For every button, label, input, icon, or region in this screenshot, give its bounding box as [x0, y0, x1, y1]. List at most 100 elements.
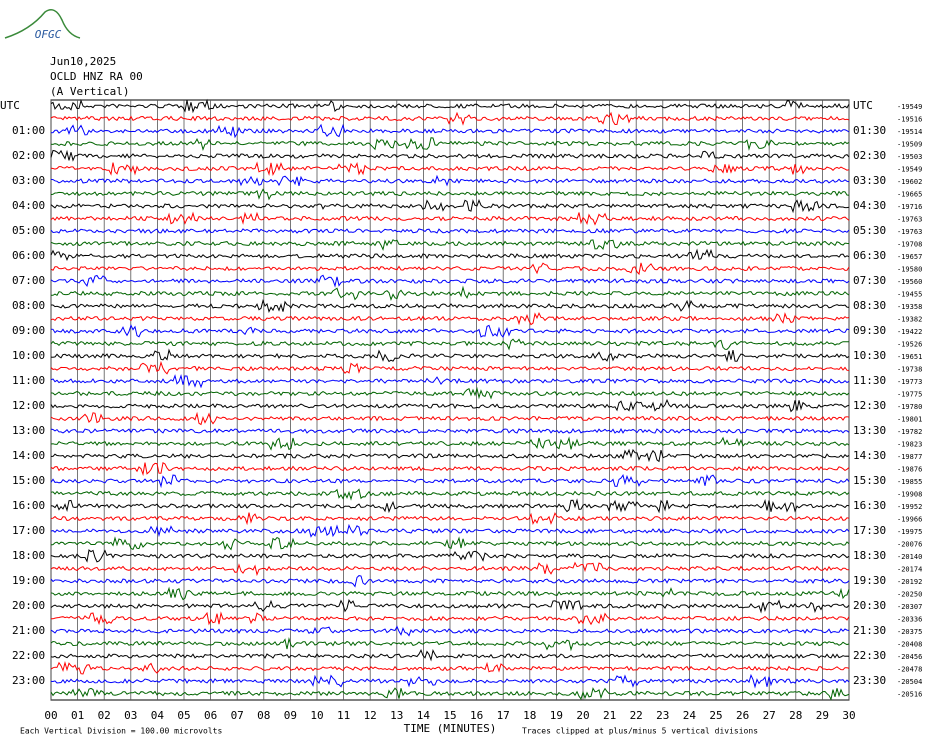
offset-label: -20250 — [897, 591, 922, 599]
offset-label: -20408 — [897, 641, 922, 649]
row-label-right: 18:30 — [853, 549, 886, 562]
offset-label: -19503 — [897, 153, 922, 161]
trace — [50, 625, 850, 637]
x-tick-label: 16 — [470, 709, 483, 722]
offset-label: -19509 — [897, 141, 922, 149]
offset-label: -19763 — [897, 216, 922, 224]
row-label-left: UTC — [0, 99, 20, 112]
row-label-right: 17:30 — [853, 524, 886, 537]
row-label-left: 17:00 — [12, 524, 45, 537]
offset-label: -20076 — [897, 541, 922, 549]
trace — [50, 398, 850, 413]
x-tick-label: 03 — [124, 709, 137, 722]
x-tick-label: 05 — [177, 709, 190, 722]
row-label-left: 20:00 — [12, 599, 45, 612]
trace — [50, 137, 850, 152]
offset-label: -19526 — [897, 341, 922, 349]
trace — [51, 611, 850, 626]
trace — [50, 673, 850, 689]
row-label-right: 03:30 — [853, 174, 886, 187]
x-tick-label: 09 — [284, 709, 297, 722]
offset-label: -19773 — [897, 378, 922, 386]
trace — [50, 274, 850, 288]
x-tick-label: 17 — [497, 709, 510, 722]
offset-label: -19422 — [897, 328, 922, 336]
row-label-right: 09:30 — [853, 324, 886, 337]
trace — [50, 174, 850, 187]
trace — [50, 549, 850, 563]
row-label-left: 22:00 — [12, 649, 45, 662]
x-tick-label: 10 — [310, 709, 323, 722]
x-tick-label: 12 — [364, 709, 377, 722]
row-label-right: 05:30 — [853, 224, 886, 237]
offset-label: -19514 — [897, 128, 922, 136]
x-tick-label: 08 — [257, 709, 270, 722]
row-label-left: 02:00 — [12, 149, 45, 162]
row-label-right: 04:30 — [853, 199, 886, 212]
offset-label: -19560 — [897, 278, 922, 286]
x-tick-label: 11 — [337, 709, 350, 722]
trace — [50, 561, 850, 577]
row-label-right: 01:30 — [853, 124, 886, 137]
row-label-left: 14:00 — [12, 449, 45, 462]
offset-label: -19823 — [897, 441, 922, 449]
row-label-left: 01:00 — [12, 124, 45, 137]
x-tick-label: 28 — [789, 709, 802, 722]
row-label-left: 09:00 — [12, 324, 45, 337]
trace — [50, 338, 849, 351]
trace — [50, 523, 850, 538]
offset-label: -20307 — [897, 603, 922, 611]
row-label-left: 05:00 — [12, 224, 45, 237]
row-label-left: 18:00 — [12, 549, 45, 562]
title-line: (A Vertical) — [50, 85, 129, 98]
row-label-right: 16:30 — [853, 499, 886, 512]
row-label-right: 15:30 — [853, 474, 886, 487]
offset-label: -19782 — [897, 428, 922, 436]
offset-label: -19975 — [897, 528, 922, 536]
offset-label: -20140 — [897, 553, 922, 561]
x-tick-label: 24 — [683, 709, 697, 722]
offset-label: -20478 — [897, 666, 922, 674]
offset-label: -19580 — [897, 266, 922, 274]
x-tick-label: 29 — [816, 709, 829, 722]
offset-label: -19801 — [897, 416, 922, 424]
trace — [50, 512, 850, 526]
x-tick-label: 06 — [204, 709, 217, 722]
offset-label: -20192 — [897, 578, 922, 586]
offset-label: -19877 — [897, 453, 922, 461]
trace — [50, 98, 850, 114]
row-label-right: 11:30 — [853, 374, 886, 387]
x-tick-label: 00 — [44, 709, 57, 722]
row-label-right: 14:30 — [853, 449, 886, 462]
trace — [50, 123, 850, 139]
trace — [50, 661, 850, 675]
row-label-right: 23:30 — [853, 674, 886, 687]
row-label-left: 08:00 — [12, 299, 45, 312]
row-label-left: 10:00 — [12, 349, 45, 362]
trace — [50, 248, 850, 261]
row-label-right: 07:30 — [853, 274, 886, 287]
offset-label: -20516 — [897, 691, 922, 699]
offset-label: -20174 — [897, 566, 922, 574]
trace — [50, 324, 850, 338]
trace — [50, 687, 850, 701]
x-tick-label: 20 — [576, 709, 589, 722]
offset-label: -19455 — [897, 291, 922, 299]
trace — [50, 586, 850, 601]
offset-label: -19716 — [897, 203, 922, 211]
offset-label: -19602 — [897, 178, 922, 186]
row-label-left: 04:00 — [12, 199, 45, 212]
offset-label: -19855 — [897, 478, 922, 486]
trace — [50, 211, 850, 226]
trace — [50, 348, 850, 363]
x-axis-label: TIME (MINUTES) — [404, 722, 497, 735]
logo-mark — [4, 9, 81, 39]
row-label-right: 19:30 — [853, 574, 886, 587]
offset-label: -20456 — [897, 653, 922, 661]
offset-label: -19780 — [897, 403, 922, 411]
trace — [50, 199, 850, 214]
trace — [50, 386, 850, 400]
offset-label: -20336 — [897, 616, 922, 624]
offset-label: -19708 — [897, 241, 922, 249]
